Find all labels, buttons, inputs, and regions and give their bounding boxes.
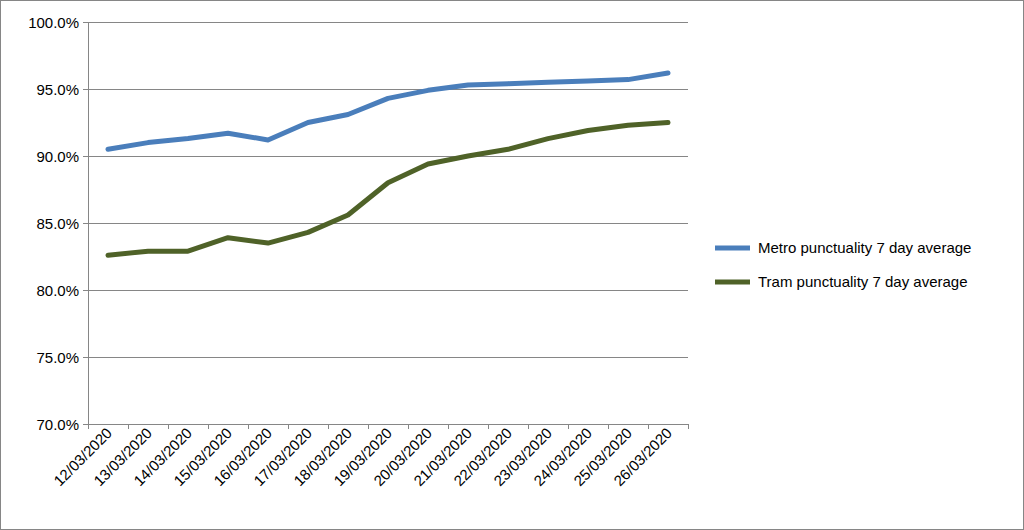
- legend-swatch: [715, 246, 750, 251]
- x-tick-label: 26/03/2020: [610, 424, 675, 489]
- legend-label: Metro punctuality 7 day average: [758, 239, 971, 256]
- x-tick: [408, 424, 409, 429]
- y-tick: [83, 89, 88, 90]
- y-tick-label: 95.0%: [36, 81, 79, 98]
- y-tick-label: 100.0%: [28, 14, 79, 31]
- y-tick-label: 90.0%: [36, 148, 79, 165]
- legend-label: Tram punctuality 7 day average: [758, 273, 968, 290]
- plot-area: [108, 73, 668, 255]
- grid-line: [88, 290, 688, 291]
- x-tick: [528, 424, 529, 429]
- grid-line: [88, 22, 688, 23]
- grid-line: [88, 357, 688, 358]
- y-tick-label: 70.0%: [36, 416, 79, 433]
- y-tick-label: 80.0%: [36, 282, 79, 299]
- x-tick: [448, 424, 449, 429]
- x-tick: [608, 424, 609, 429]
- y-tick: [83, 223, 88, 224]
- grid-line: [88, 89, 688, 90]
- x-tick: [648, 424, 649, 429]
- x-tick: [208, 424, 209, 429]
- legend-swatch: [715, 280, 750, 285]
- y-tick-label: 75.0%: [36, 349, 79, 366]
- series-line: [108, 123, 668, 256]
- x-axis: [88, 424, 688, 425]
- grid-line: [88, 223, 688, 224]
- y-tick: [83, 290, 88, 291]
- x-tick: [368, 424, 369, 429]
- y-tick-label: 85.0%: [36, 215, 79, 232]
- x-tick: [288, 424, 289, 429]
- x-tick: [88, 424, 89, 429]
- x-tick: [128, 424, 129, 429]
- x-tick: [248, 424, 249, 429]
- chart-border: [1, 1, 1024, 530]
- x-tick: [488, 424, 489, 429]
- x-tick: [328, 424, 329, 429]
- x-tick: [688, 424, 689, 429]
- grid-line: [88, 424, 688, 425]
- y-tick: [83, 22, 88, 23]
- x-tick: [168, 424, 169, 429]
- y-tick: [83, 357, 88, 358]
- series-line: [108, 73, 668, 149]
- y-axis: [88, 22, 89, 424]
- x-tick: [568, 424, 569, 429]
- grid-line: [88, 156, 688, 157]
- y-tick: [83, 424, 88, 425]
- y-tick: [83, 156, 88, 157]
- chart: 70.0%75.0%80.0%85.0%90.0%95.0%100.0%12/0…: [0, 0, 1024, 530]
